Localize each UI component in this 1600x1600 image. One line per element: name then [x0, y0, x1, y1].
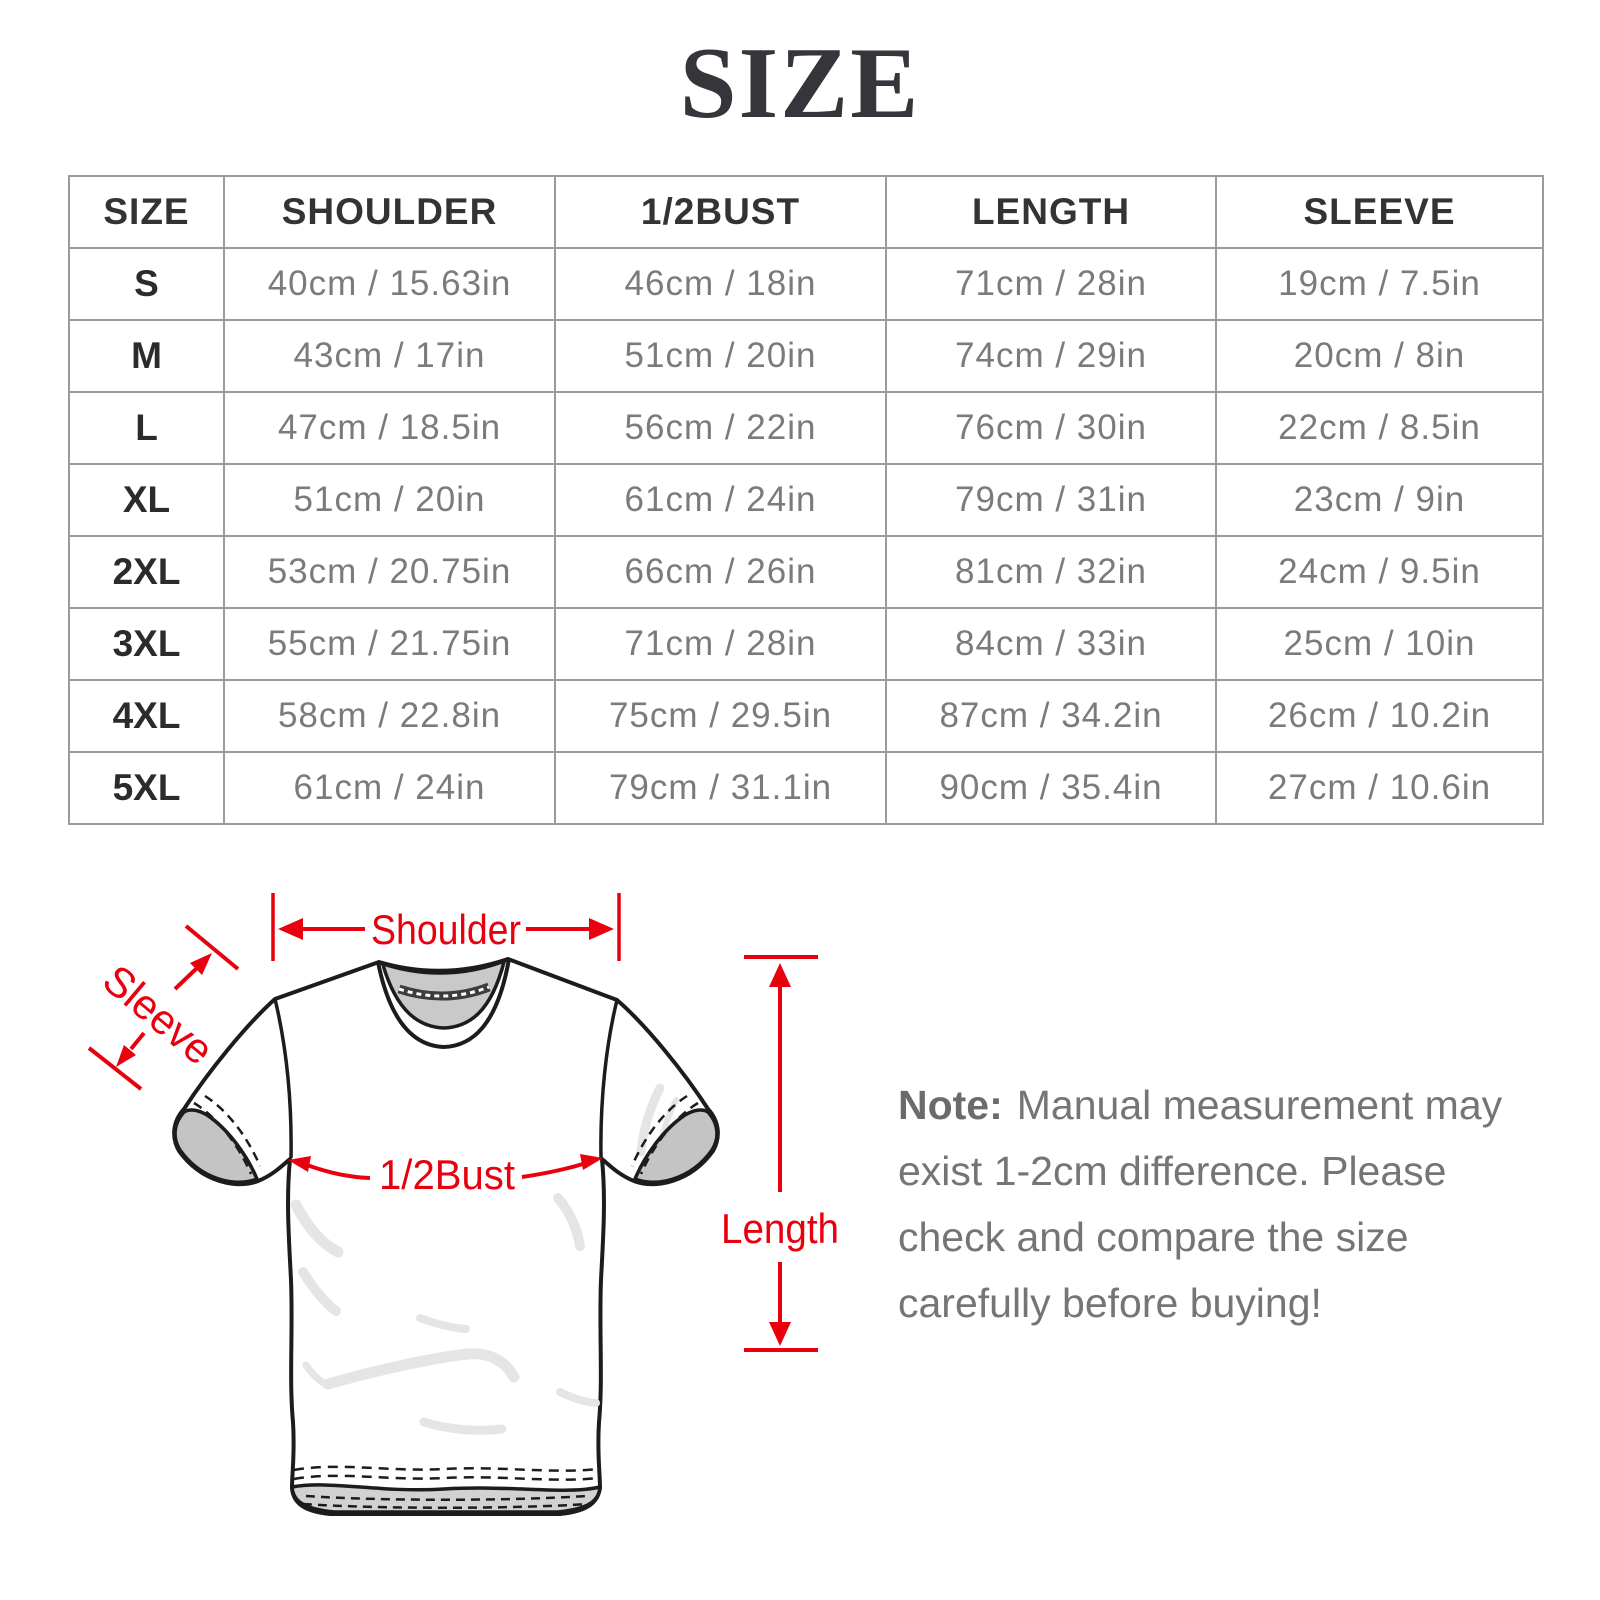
- back-neckline: [377, 957, 510, 975]
- cell-sleeve: 23cm / 9in: [1215, 463, 1544, 537]
- cell-length: 84cm / 33in: [885, 607, 1217, 681]
- cell-shoulder: 43cm / 17in: [223, 319, 556, 393]
- sleeve-arrowhead-lower: [116, 1045, 136, 1067]
- measurement-note: Note: Manual measurement may exist 1-2cm …: [898, 1072, 1502, 1336]
- note-label: Note:: [898, 1082, 1003, 1128]
- table-row: 4XL 58cm / 22.8in 75cm / 29.5in 87cm / 3…: [68, 679, 1544, 753]
- bust-arrowhead-left: [288, 1156, 311, 1172]
- cell-sleeve: 26cm / 10.2in: [1215, 679, 1544, 753]
- shoulder-label: Shoulder: [371, 906, 521, 953]
- shoulder-measure: Shoulder: [271, 893, 621, 961]
- shoulder-arrowhead-right: [589, 918, 614, 940]
- header-shoulder: SHOULDER: [223, 175, 556, 249]
- header-sleeve: SLEEVE: [1215, 175, 1544, 249]
- hem: [290, 1465, 602, 1514]
- tshirt-measurement-diagram: Shoulder Sleeve 1/2Bust Length: [87, 893, 839, 1516]
- sleeve-label: Sleeve: [94, 955, 222, 1073]
- left-cuff: [173, 1108, 260, 1184]
- cell-bust: 79cm / 31.1in: [554, 751, 887, 825]
- hem-band: [290, 1483, 602, 1514]
- note-line: Note: Manual measurement may: [898, 1072, 1502, 1138]
- length-arrowhead-down: [769, 1322, 791, 1346]
- cell-length: 71cm / 28in: [885, 247, 1217, 321]
- right-sleeve-seam: [599, 999, 619, 1159]
- cell-length: 81cm / 32in: [885, 535, 1217, 609]
- cell-sleeve: 19cm / 7.5in: [1215, 247, 1544, 321]
- left-sleeve-seam: [273, 998, 293, 1159]
- bust-arrowhead-right: [580, 1154, 603, 1170]
- size-table: SIZE SHOULDER 1/2BUST LENGTH SLEEVE S 40…: [68, 175, 1544, 825]
- size-label: 4XL: [68, 679, 225, 753]
- cell-sleeve: 22cm / 8.5in: [1215, 391, 1544, 465]
- cell-bust: 56cm / 22in: [554, 391, 887, 465]
- header-bust: 1/2BUST: [554, 175, 887, 249]
- cell-length: 74cm / 29in: [885, 319, 1217, 393]
- collar: [376, 957, 511, 1050]
- size-label: 2XL: [68, 535, 225, 609]
- bust-measure: 1/2Bust: [288, 1151, 603, 1198]
- hem-stitches: [302, 1494, 590, 1509]
- note-line: exist 1-2cm difference. Please: [898, 1148, 1447, 1194]
- size-label: 5XL: [68, 751, 225, 825]
- cell-bust: 46cm / 18in: [554, 247, 887, 321]
- cell-shoulder: 58cm / 22.8in: [223, 679, 556, 753]
- cuff-stitches: [193, 1094, 699, 1175]
- sleeve-tick-upper: [184, 924, 240, 971]
- bust-label: 1/2Bust: [379, 1151, 515, 1198]
- table-header-row: SIZE SHOULDER 1/2BUST LENGTH SLEEVE: [68, 175, 1544, 249]
- header-length: LENGTH: [885, 175, 1217, 249]
- table-row: S 40cm / 15.63in 46cm / 18in 71cm / 28in…: [68, 247, 1544, 321]
- sleeve-tick-lower: [87, 1046, 143, 1091]
- collar-band-inner: [381, 961, 506, 1030]
- shoulder-arrowhead-left: [278, 918, 303, 940]
- size-label: XL: [68, 463, 225, 537]
- table-row: 5XL 61cm / 24in 79cm / 31.1in 90cm / 35.…: [68, 751, 1544, 825]
- header-size: SIZE: [68, 175, 225, 249]
- size-label: S: [68, 247, 225, 321]
- cell-bust: 51cm / 20in: [554, 319, 887, 393]
- cell-length: 90cm / 35.4in: [885, 751, 1217, 825]
- page-title: SIZE: [679, 27, 921, 140]
- size-label: 3XL: [68, 607, 225, 681]
- collar-band-outer: [376, 958, 511, 1050]
- size-label: M: [68, 319, 225, 393]
- note-line: carefully before buying!: [898, 1280, 1322, 1326]
- sleeve-arrowhead-upper: [190, 953, 212, 975]
- cell-length: 79cm / 31in: [885, 463, 1217, 537]
- note-text: Manual measurement may: [1016, 1082, 1503, 1128]
- cell-bust: 75cm / 29.5in: [554, 679, 887, 753]
- table-row: L 47cm / 18.5in 56cm / 22in 76cm / 30in …: [68, 391, 1544, 465]
- cell-shoulder: 53cm / 20.75in: [223, 535, 556, 609]
- cell-length: 87cm / 34.2in: [885, 679, 1217, 753]
- right-cuff: [632, 1108, 719, 1184]
- cell-sleeve: 20cm / 8in: [1215, 319, 1544, 393]
- body-stitches: [293, 1465, 599, 1481]
- note-line: check and compare the size: [898, 1214, 1409, 1260]
- length-label: Length: [721, 1205, 839, 1252]
- table-row: M 43cm / 17in 51cm / 20in 74cm / 29in 20…: [68, 319, 1544, 393]
- cell-sleeve: 27cm / 10.6in: [1215, 751, 1544, 825]
- cell-sleeve: 24cm / 9.5in: [1215, 535, 1544, 609]
- table-row: 2XL 53cm / 20.75in 66cm / 26in 81cm / 32…: [68, 535, 1544, 609]
- size-label: L: [68, 391, 225, 465]
- table-row: 3XL 55cm / 21.75in 71cm / 28in 84cm / 33…: [68, 607, 1544, 681]
- cell-shoulder: 40cm / 15.63in: [223, 247, 556, 321]
- cell-shoulder: 61cm / 24in: [223, 751, 556, 825]
- cell-length: 76cm / 30in: [885, 391, 1217, 465]
- cell-bust: 61cm / 24in: [554, 463, 887, 537]
- cell-bust: 66cm / 26in: [554, 535, 887, 609]
- cell-shoulder: 55cm / 21.75in: [223, 607, 556, 681]
- cell-bust: 71cm / 28in: [554, 607, 887, 681]
- cell-shoulder: 47cm / 18.5in: [223, 391, 556, 465]
- cell-sleeve: 25cm / 10in: [1215, 607, 1544, 681]
- collar-tape-zigzag: [398, 985, 490, 998]
- cuffs: [173, 1094, 719, 1184]
- tshirt-drawing: [172, 957, 720, 1516]
- table-row: XL 51cm / 20in 61cm / 24in 79cm / 31in 2…: [68, 463, 1544, 537]
- cell-shoulder: 51cm / 20in: [223, 463, 556, 537]
- length-arrowhead-up: [769, 963, 791, 987]
- length-measure: Length: [721, 955, 839, 1352]
